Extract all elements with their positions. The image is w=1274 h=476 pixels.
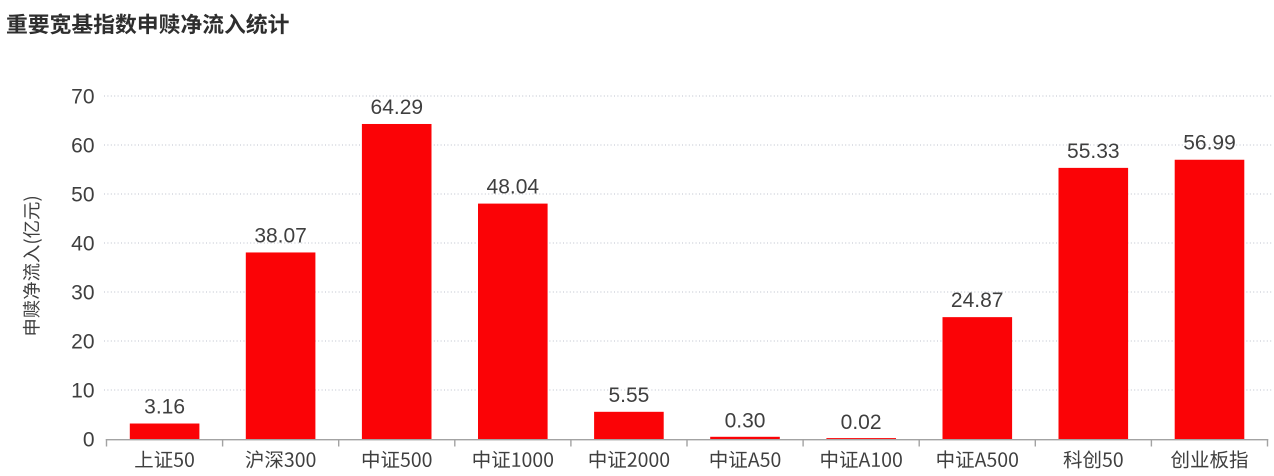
svg-text:24.87: 24.87 [951,289,1004,312]
svg-text:48.04: 48.04 [487,176,540,199]
svg-text:60: 60 [71,135,94,158]
svg-text:56.99: 56.99 [1183,132,1236,155]
svg-text:0.30: 0.30 [725,410,766,433]
svg-text:10: 10 [71,380,94,403]
svg-text:70: 70 [71,86,94,109]
svg-text:40: 40 [71,233,94,256]
svg-text:50: 50 [71,184,94,207]
svg-text:64.29: 64.29 [371,96,424,119]
svg-text:30: 30 [71,282,94,305]
svg-text:0: 0 [83,429,95,452]
svg-text:20: 20 [71,331,94,354]
svg-text:5.55: 5.55 [608,384,649,407]
svg-text:55.33: 55.33 [1067,140,1120,163]
svg-text:38.07: 38.07 [254,225,307,248]
svg-text:0.02: 0.02 [841,411,882,434]
svg-text:3.16: 3.16 [144,396,185,419]
